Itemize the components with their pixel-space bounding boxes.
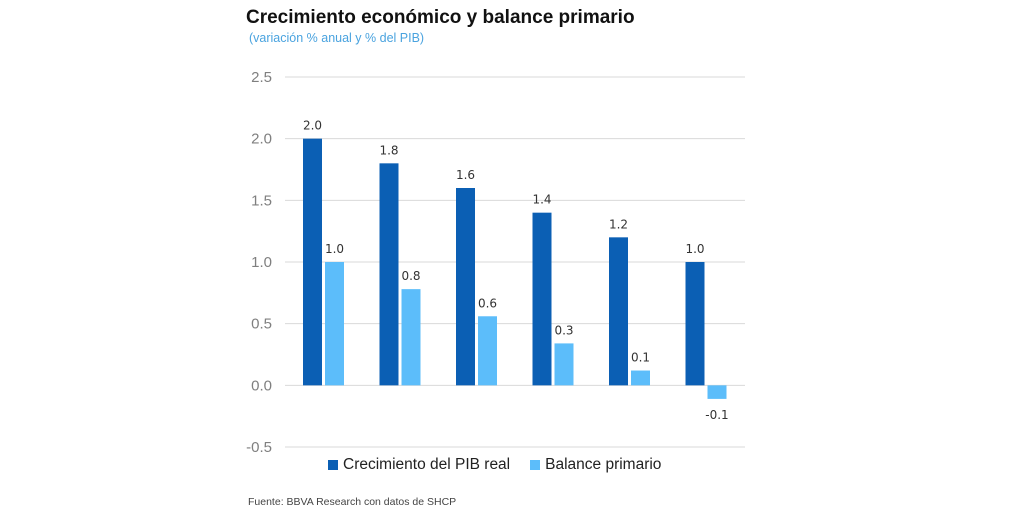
bar-balance xyxy=(401,289,421,386)
bar-balance xyxy=(631,370,650,386)
grid-lines xyxy=(285,76,745,448)
source-note: Fuente: BBVA Research con datos de SHCP xyxy=(248,496,457,508)
legend-label-balance: Balance primario xyxy=(545,456,662,473)
bar-balance xyxy=(325,262,344,386)
data-label: 1.0 xyxy=(325,242,344,256)
chart-title: Crecimiento económico y balance primario xyxy=(246,7,635,28)
bar-pib xyxy=(532,212,552,386)
bar-balance xyxy=(478,316,497,386)
bar-pib xyxy=(303,138,322,386)
bar-balance xyxy=(707,385,727,399)
bar-pib xyxy=(379,163,399,386)
data-label: 1.6 xyxy=(456,168,475,182)
legend-swatch-pib xyxy=(328,460,338,470)
y-tick-label: 0.0 xyxy=(251,377,272,394)
y-tick-label: 0.5 xyxy=(251,316,272,333)
legend-item-pib: Crecimiento del PIB real xyxy=(328,456,510,474)
legend-item-balance: Balance primario xyxy=(530,456,661,474)
legend: Crecimiento del PIB real Balance primari… xyxy=(328,456,681,474)
data-labels: 2.0 1.8 1.6 1.4 1.2 1.0 1.0 0.8 0.6 0.3 0.1 -0.1 xyxy=(303,119,729,422)
y-tick-label: 1.5 xyxy=(251,192,272,209)
data-label: 0.3 xyxy=(554,323,573,337)
data-label: 1.8 xyxy=(379,143,398,157)
data-label: 1.4 xyxy=(532,193,551,207)
bar-pib xyxy=(456,188,475,386)
y-tick-label: -0.5 xyxy=(246,439,272,456)
chart-subtitle: (variación % anual y % del PIB) xyxy=(249,31,425,45)
data-label: 2.0 xyxy=(303,119,322,133)
data-label: -0.1 xyxy=(705,408,728,422)
bars xyxy=(303,138,727,399)
legend-label-pib: Crecimiento del PIB real xyxy=(343,456,511,473)
y-tick-label: 1.0 xyxy=(251,254,272,271)
y-axis-ticks: 2.5 2.0 1.5 1.0 0.5 0.0 -0.5 xyxy=(246,69,272,456)
y-tick-label: 2.0 xyxy=(251,131,272,148)
data-label: 0.1 xyxy=(631,351,650,365)
y-tick-label: 2.5 xyxy=(251,69,272,86)
bar-pib xyxy=(685,262,705,386)
data-label: 0.6 xyxy=(478,296,497,310)
data-label: 0.8 xyxy=(401,269,420,283)
bar-pib xyxy=(609,237,628,386)
data-label: 1.2 xyxy=(609,217,628,231)
legend-swatch-balance xyxy=(530,460,541,470)
bar-balance xyxy=(554,343,574,386)
data-label: 1.0 xyxy=(685,242,704,256)
